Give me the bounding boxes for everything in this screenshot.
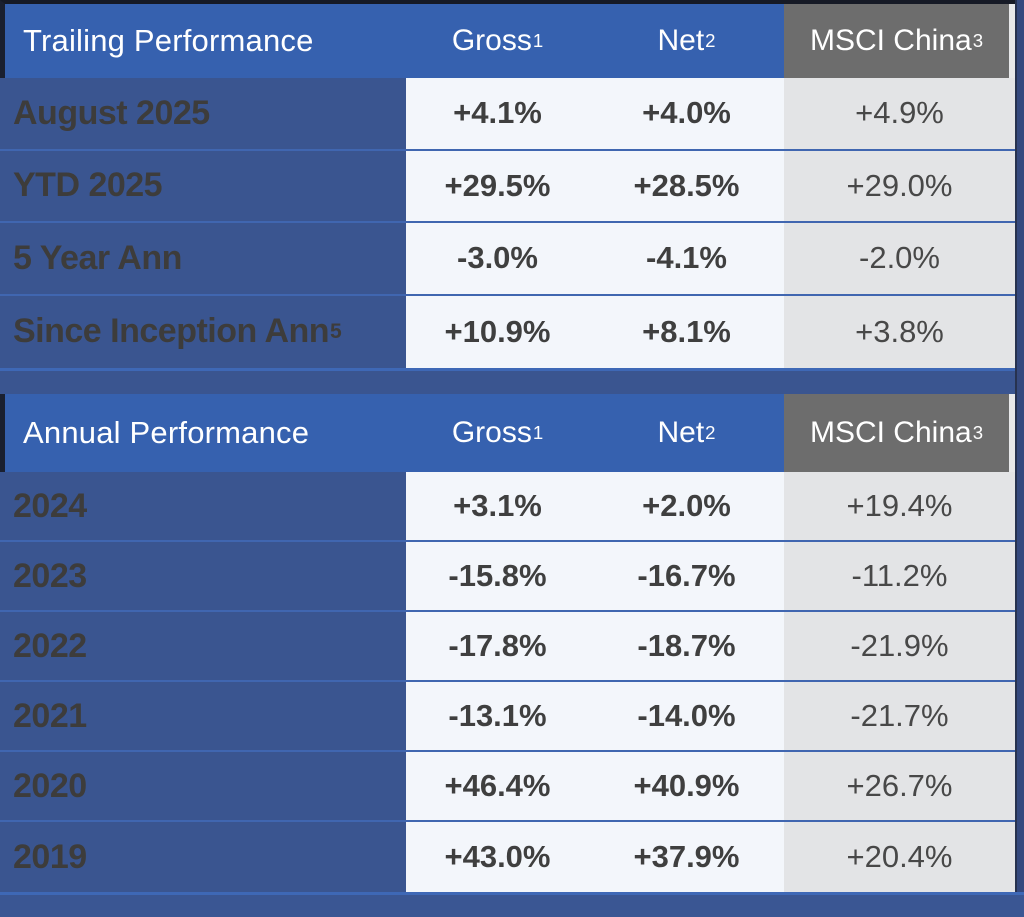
msci-china-value: +26.7%: [784, 752, 1015, 820]
column-header-msci-china: MSCI China 3: [784, 4, 1009, 78]
row-label: 5 Year Ann: [0, 223, 406, 294]
column-header-net: Net 2: [657, 24, 716, 57]
table-row: 2021 -13.1% -14.0% -21.7%: [0, 682, 1024, 752]
row-label-text: Since Inception Ann: [13, 312, 330, 351]
row-label: 2020: [0, 752, 406, 820]
row-label-text: 5 Year Ann: [13, 238, 182, 277]
column-header-net-label: Net: [657, 24, 705, 57]
net-value: -4.1%: [589, 223, 784, 294]
gross-value: +10.9%: [406, 295, 589, 368]
msci-china-value: -11.2%: [784, 542, 1015, 610]
table-row: August 2025 +4.1% +4.0% +4.9%: [0, 78, 1024, 151]
net-value: -18.7%: [589, 612, 784, 680]
column-header-msci-label: MSCI China: [809, 24, 972, 57]
table-row: 5 Year Ann -3.0% -4.1% -2.0%: [0, 223, 1024, 296]
trailing-performance-header: Trailing Performance Gross 1 Net 2 MSCI Ch…: [0, 0, 1024, 78]
trailing-performance-table: Trailing Performance Gross 1 Net 2 MSCI Ch…: [0, 0, 1024, 368]
row-label-text: 2019: [13, 837, 87, 876]
row-label: 2022: [0, 612, 406, 680]
column-header-net-label: Net: [657, 416, 705, 449]
column-header-gross-label: Gross: [451, 24, 532, 57]
footer-band: [0, 892, 1024, 917]
table-row: 2022 -17.8% -18.7% -21.9%: [0, 612, 1024, 682]
row-label-text: 2022: [13, 626, 87, 665]
row-label: August 2025: [0, 78, 406, 149]
net-value: +2.0%: [589, 472, 784, 540]
net-value: +28.5%: [589, 150, 784, 221]
net-value: +37.9%: [589, 822, 784, 892]
gross-value: +29.5%: [406, 150, 589, 221]
row-label-text: 2023: [13, 556, 87, 595]
table-row: 2019 +43.0% +37.9% +20.4%: [0, 822, 1024, 892]
msci-china-value: -2.0%: [784, 223, 1015, 294]
msci-china-value: +3.8%: [784, 295, 1015, 368]
msci-china-value: -21.9%: [784, 612, 1015, 680]
gross-value: -3.0%: [406, 223, 589, 294]
msci-china-value: +4.9%: [784, 78, 1015, 149]
msci-china-value: +29.0%: [784, 150, 1015, 221]
table-row: 2023 -15.8% -16.7% -11.2%: [0, 542, 1024, 612]
column-header-gross: Gross 1: [451, 24, 544, 57]
row-label-text: 2020: [13, 766, 87, 805]
table-title: Annual Performance: [23, 415, 310, 450]
msci-china-value: -21.7%: [784, 682, 1015, 750]
column-header-msci-china: MSCI China 3: [784, 394, 1009, 472]
msci-china-value: +20.4%: [784, 822, 1015, 892]
annual-performance-header: Annual Performance Gross 1 Net 2 MSCI Chin…: [0, 394, 1024, 472]
column-header-msci-label: MSCI China: [809, 416, 972, 449]
table-separator-band: [0, 368, 1024, 394]
annual-performance-table: Annual Performance Gross 1 Net 2 MSCI Chin…: [0, 394, 1024, 892]
gross-value: -15.8%: [406, 542, 589, 610]
column-header-net: Net 2: [657, 416, 716, 449]
row-label: 2024: [0, 472, 406, 540]
row-label: 2021: [0, 682, 406, 750]
table-title: Trailing Performance: [23, 23, 314, 58]
gross-value: +46.4%: [406, 752, 589, 820]
gross-value: +4.1%: [406, 78, 589, 149]
net-value: -16.7%: [589, 542, 784, 610]
right-edge-strip: [1015, 0, 1024, 892]
net-value: +8.1%: [589, 295, 784, 368]
row-label: Since Inception Ann 5: [0, 295, 406, 368]
row-label: 2023: [0, 542, 406, 610]
gross-value: +43.0%: [406, 822, 589, 892]
table-row: Since Inception Ann 5 +10.9% +8.1% +3.8%: [0, 295, 1024, 368]
row-label: 2019: [0, 822, 406, 892]
msci-china-value: +19.4%: [784, 472, 1015, 540]
gross-value: -17.8%: [406, 612, 589, 680]
net-value: -14.0%: [589, 682, 784, 750]
header-edge-sliver: [1009, 394, 1015, 472]
header-edge-sliver: [1009, 4, 1015, 78]
gross-value: -13.1%: [406, 682, 589, 750]
column-header-gross: Gross 1: [451, 416, 544, 449]
row-label-text: 2021: [13, 696, 87, 735]
gross-value: +3.1%: [406, 472, 589, 540]
row-label-text: 2024: [13, 486, 87, 525]
table-row: 2024 +3.1% +2.0% +19.4%: [0, 472, 1024, 542]
row-label: YTD 2025: [0, 150, 406, 221]
row-label-text: August 2025: [13, 93, 210, 132]
column-header-gross-label: Gross: [451, 416, 532, 449]
row-label-text: YTD 2025: [13, 166, 163, 205]
net-value: +40.9%: [589, 752, 784, 820]
net-value: +4.0%: [589, 78, 784, 149]
table-row: 2020 +46.4% +40.9% +26.7%: [0, 752, 1024, 822]
table-row: YTD 2025 +29.5% +28.5% +29.0%: [0, 150, 1024, 223]
